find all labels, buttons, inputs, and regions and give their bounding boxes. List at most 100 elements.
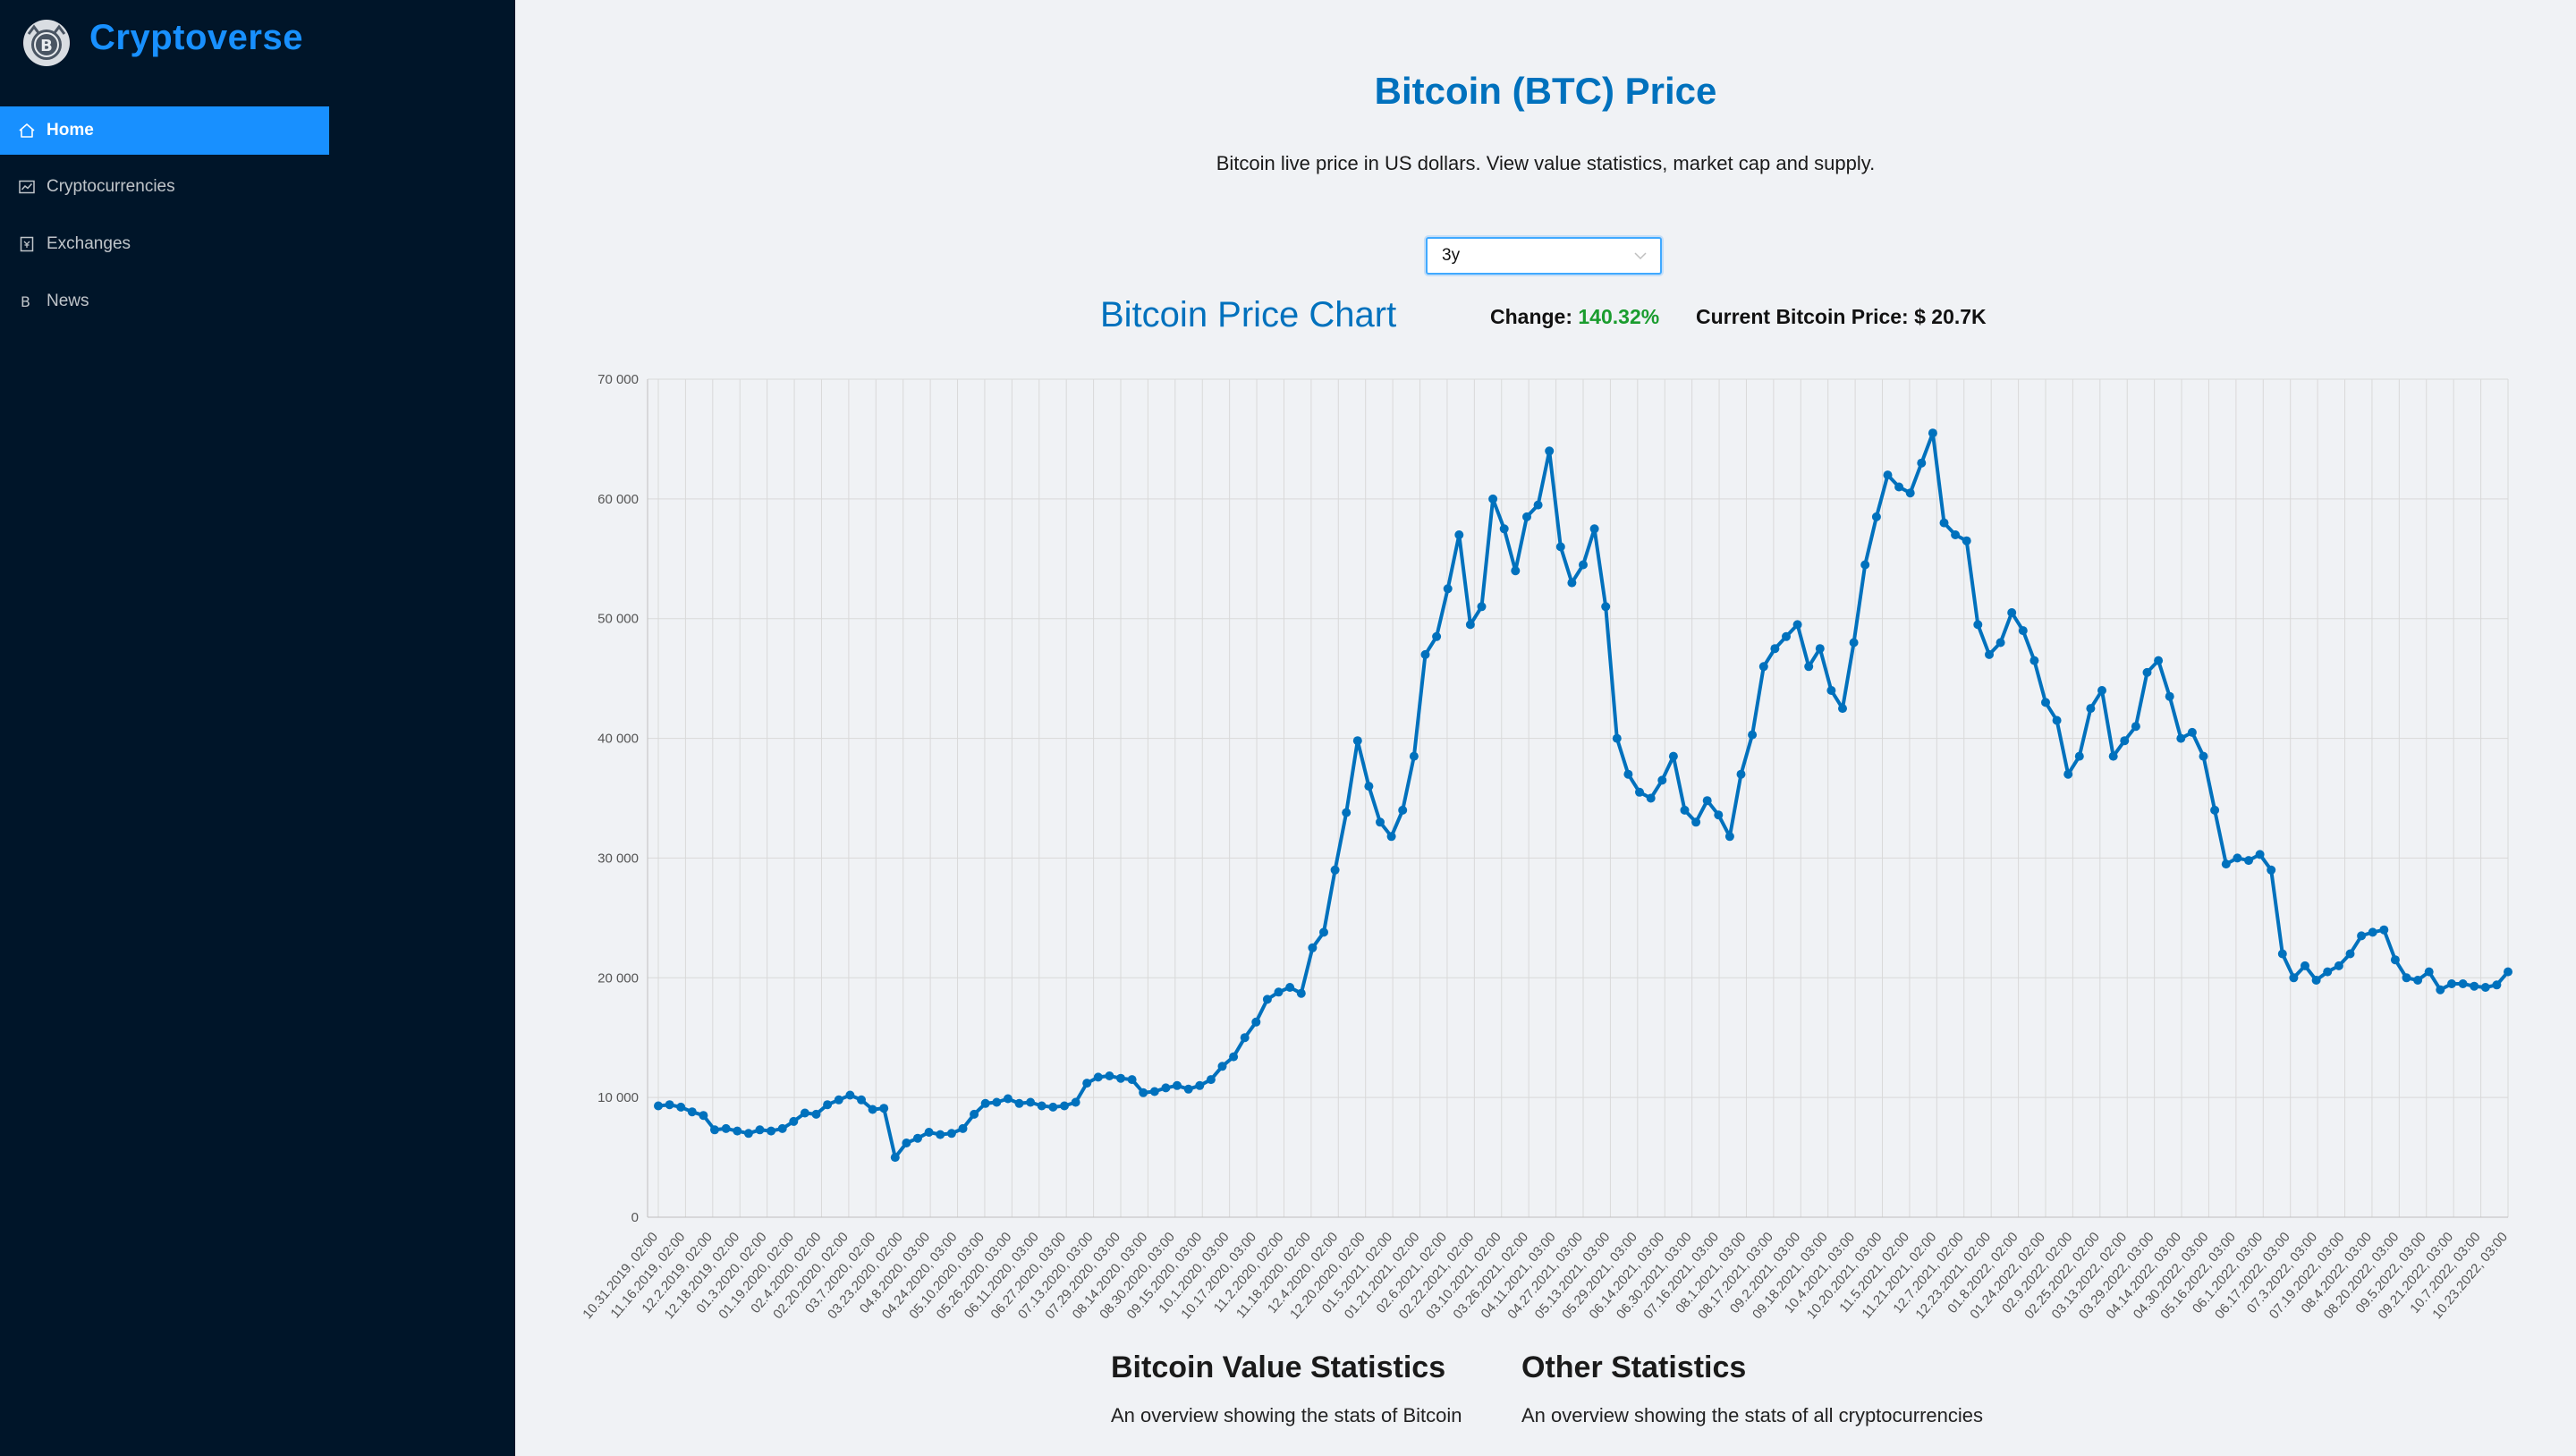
price-point	[1511, 566, 1521, 576]
time-period-value: 3y	[1442, 246, 1461, 265]
y-tick-label: 20 000	[597, 970, 639, 986]
price-point	[2142, 667, 2152, 677]
price-point	[2176, 733, 2186, 743]
bulb-icon: B	[21, 293, 30, 310]
price-point	[1499, 524, 1509, 534]
price-point	[676, 1102, 686, 1112]
price-point	[2368, 927, 2377, 937]
price-point	[1522, 512, 1531, 521]
price-point	[1951, 530, 1961, 539]
price-point	[1116, 1073, 1125, 1083]
sidebar-item-home[interactable]: Home	[0, 106, 329, 155]
price-point	[2199, 751, 2208, 761]
price-point	[1770, 644, 1780, 654]
price-point	[1105, 1071, 1114, 1080]
price-point	[2323, 967, 2333, 977]
price-point	[958, 1123, 968, 1133]
price-point	[2289, 973, 2299, 983]
price-point	[1838, 704, 1847, 714]
price-point	[1048, 1102, 1058, 1112]
price-point	[1567, 578, 1577, 588]
price-point	[1352, 736, 1362, 746]
price-point	[767, 1126, 776, 1136]
sidebar-item-cryptocurrencies[interactable]: Cryptocurrencies	[0, 163, 329, 211]
other-stats-heading: Other Statistics	[1521, 1350, 1747, 1384]
price-point	[777, 1123, 787, 1133]
price-point	[1274, 987, 1284, 997]
price-point	[2379, 925, 2389, 935]
price-point	[2131, 722, 2140, 732]
price-point	[2007, 608, 2017, 617]
price-point	[1758, 662, 1768, 672]
price-point	[1432, 631, 1442, 641]
price-point	[1093, 1072, 1103, 1082]
price-point	[2052, 715, 2062, 725]
price-point	[743, 1129, 753, 1139]
price-point	[1026, 1097, 1036, 1107]
price-point	[1195, 1080, 1205, 1090]
price-point	[1804, 662, 1814, 672]
sidebar-item-exchanges[interactable]: Exchanges	[0, 220, 329, 268]
price-point	[1376, 817, 1385, 827]
price-point	[687, 1107, 697, 1117]
price-point	[2447, 979, 2456, 988]
y-tick-label: 30 000	[597, 851, 639, 866]
bitcoin-logo-icon: B	[23, 20, 70, 66]
price-point	[2277, 949, 2287, 959]
value-stats-heading: Bitcoin Value Statistics	[1111, 1350, 1446, 1384]
chart-heading: Bitcoin Price Chart	[1100, 295, 1397, 334]
price-point	[1815, 644, 1825, 654]
price-point	[2390, 955, 2400, 965]
sidebar-item-label: News	[47, 292, 89, 310]
price-point	[1139, 1088, 1148, 1097]
change-label: Change:	[1490, 305, 1572, 328]
price-point	[699, 1111, 708, 1121]
price-point	[1871, 512, 1881, 521]
price-point	[868, 1105, 877, 1114]
price-point	[1229, 1052, 1239, 1062]
time-period-select[interactable]: 3y	[1426, 237, 1662, 275]
price-point	[2255, 850, 2265, 859]
price-point	[1792, 620, 1802, 630]
app-name[interactable]: Cryptoverse	[89, 18, 303, 57]
price-point	[2210, 805, 2220, 815]
price-point	[1285, 983, 1295, 992]
price-point	[1037, 1101, 1046, 1111]
price-point	[2436, 985, 2445, 995]
price-point	[1579, 560, 1588, 570]
price-point	[1060, 1101, 1069, 1111]
price-point	[1454, 530, 1464, 539]
price-point	[811, 1109, 821, 1119]
change-value: 140.32%	[1578, 305, 1660, 328]
price-point	[800, 1108, 809, 1118]
price-point	[834, 1095, 843, 1105]
price-point	[2311, 976, 2321, 985]
price-point	[1386, 832, 1396, 842]
price-point	[2221, 859, 2231, 869]
price-point	[1860, 560, 1870, 570]
page-title: Bitcoin (BTC) Price	[1374, 70, 1717, 112]
price-point	[1127, 1075, 1137, 1085]
page-subtitle: Bitcoin live price in US dollars. View v…	[1216, 152, 1876, 174]
price-point	[1691, 817, 1701, 827]
price-point	[924, 1128, 934, 1137]
price-point	[1319, 927, 1328, 937]
svg-text:B: B	[21, 293, 30, 310]
price-point	[1939, 518, 1949, 528]
price-point	[1003, 1094, 1013, 1104]
price-point	[2301, 961, 2309, 970]
price-point	[902, 1139, 911, 1147]
y-tick-label: 70 000	[597, 372, 639, 387]
price-point	[1330, 865, 1340, 875]
price-point	[2165, 691, 2174, 701]
price-point	[1612, 733, 1622, 743]
price-point	[2187, 727, 2197, 737]
sidebar-item-label: Exchanges	[47, 234, 131, 253]
price-point	[1714, 810, 1724, 820]
price-point	[1262, 995, 1272, 1004]
current-price: Current Bitcoin Price: $ 20.7K	[1696, 305, 1987, 328]
price-point	[1635, 787, 1644, 797]
sidebar-item-news[interactable]: B News	[0, 277, 329, 326]
price-point	[1724, 832, 1734, 842]
price-point	[1782, 631, 1791, 641]
